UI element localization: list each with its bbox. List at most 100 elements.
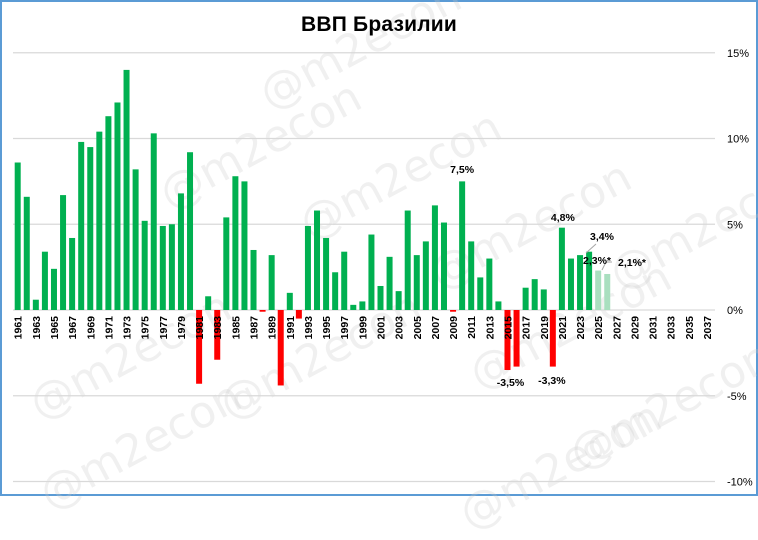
bar-1968: [78, 141, 85, 310]
bar-1963: [32, 299, 39, 310]
bar-1971: [105, 116, 112, 310]
bar-2002: [386, 256, 393, 310]
x-tick-label: 2003: [394, 316, 406, 340]
x-tick-label: 1983: [212, 316, 224, 340]
x-tick-label: 1977: [158, 316, 170, 340]
bar-2007: [431, 205, 438, 310]
x-tick-label: 1965: [49, 316, 61, 340]
x-tick-label: 1969: [85, 316, 97, 340]
x-tick-label: 2035: [684, 316, 696, 340]
bar-1997: [341, 251, 348, 310]
bar-1970: [96, 131, 103, 310]
x-tick-label: 2037: [702, 316, 714, 340]
bar-2012: [477, 277, 484, 310]
bar-1974: [132, 169, 139, 310]
bar-2015: [504, 310, 511, 371]
bar-2004: [404, 210, 411, 310]
bar-1981: [196, 310, 203, 384]
x-tick-label: 1985: [230, 316, 242, 340]
bar-1987: [250, 249, 257, 310]
x-tick-label: 2015: [502, 316, 514, 340]
bar-2010: [459, 181, 466, 310]
bar-1978: [168, 224, 175, 310]
bar-2008: [440, 222, 447, 310]
x-tick-label: 2031: [648, 316, 660, 340]
bar-2022: [567, 258, 574, 310]
bar-2017: [522, 287, 529, 310]
data-label-2024: 3,4%: [590, 231, 615, 243]
x-tick-label: 2009: [448, 316, 460, 340]
leader-line: [601, 261, 607, 271]
leader-line: [585, 243, 597, 254]
bar-2019: [540, 289, 547, 310]
x-tick-label: 1961: [13, 316, 25, 340]
x-tick-label: 1971: [103, 316, 115, 340]
data-label-2026: 2,1%*: [618, 257, 647, 269]
x-tick-label: 1973: [122, 316, 134, 340]
bar-2001: [377, 285, 384, 310]
bar-1979: [177, 193, 184, 310]
bar-2018: [531, 279, 538, 310]
bar-1977: [159, 225, 166, 310]
bar-1967: [69, 237, 76, 310]
bar-1994: [314, 210, 321, 310]
bar-1962: [23, 196, 30, 310]
bar-2011: [468, 241, 475, 310]
x-tick-label: 1975: [140, 316, 152, 340]
bar-2023: [577, 255, 584, 310]
bar-2005: [413, 255, 420, 310]
x-tick-label: 2007: [430, 316, 442, 340]
bar-1999: [359, 301, 366, 310]
data-label-2021: 4,8%: [551, 212, 576, 224]
bar-1992: [295, 310, 302, 319]
x-tick-label: 1995: [321, 316, 333, 340]
x-tick-label: 1981: [194, 316, 206, 340]
x-tick-label: 2025: [593, 316, 605, 340]
x-tick-label: 1997: [339, 316, 351, 340]
chart-title: ВВП Бразилии: [300, 13, 458, 36]
bar-1975: [141, 220, 148, 310]
bar-1969: [87, 147, 94, 310]
bar-1996: [332, 272, 339, 310]
bar-2026: [604, 273, 611, 310]
bar-1990: [277, 310, 284, 386]
x-tick-label: 2001: [376, 316, 388, 340]
bar-2013: [486, 258, 493, 310]
bar-chart: 15% 10% 5% 0% -5% -10% 1961 1963 1965 1967 1969 197…: [13, 48, 753, 489]
x-tick-label: 2005: [412, 316, 424, 340]
x-tick-label: 1991: [285, 316, 297, 340]
x-tick-label: 1963: [31, 316, 43, 340]
x-tick-label: 2013: [484, 316, 496, 340]
x-tick-label: 1999: [357, 316, 369, 340]
y-tick-label: 15%: [727, 48, 749, 60]
bar-1993: [304, 225, 311, 310]
x-tick-label: 2019: [539, 316, 551, 340]
bar-2006: [422, 241, 429, 310]
bar-1991: [286, 292, 293, 310]
bar-1983: [214, 310, 221, 360]
y-tick-label: -10%: [727, 477, 753, 489]
bar-2021: [558, 227, 565, 310]
data-label-2010: 7,5%: [450, 164, 475, 176]
bar-1995: [323, 237, 330, 310]
bar-1961: [14, 162, 21, 310]
bar-2020: [549, 310, 556, 367]
x-tick-label: 2027: [611, 316, 623, 340]
data-label-2025: 2,3%*: [583, 255, 612, 267]
bar-1998: [350, 304, 357, 310]
x-tick-label: 1989: [267, 316, 279, 340]
x-tick-label: 2033: [666, 316, 678, 340]
x-tick-label: 2011: [466, 316, 478, 339]
bar-2009: [450, 310, 457, 312]
bar-1965: [50, 268, 57, 310]
bar-1985: [232, 176, 239, 310]
bar-2014: [495, 301, 502, 310]
x-tick-label: 2023: [575, 316, 587, 340]
bar-1964: [41, 251, 48, 310]
x-tick-label: 2017: [521, 316, 533, 340]
bar-1976: [150, 133, 157, 310]
bar-2024: [586, 251, 593, 310]
bar-1986: [241, 181, 248, 310]
bar-2025: [595, 270, 602, 310]
bar-1980: [187, 152, 194, 310]
